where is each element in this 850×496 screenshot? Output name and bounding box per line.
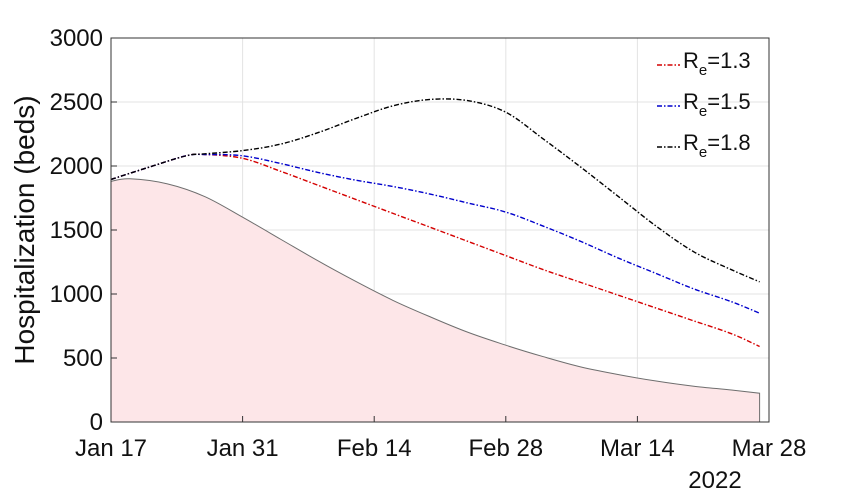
y-tick-label: 1000	[50, 281, 103, 308]
y-tick-label: 0	[90, 409, 103, 436]
x-tick-label: Feb 14	[337, 435, 412, 462]
y-axis-label: Hospitalization (beds)	[9, 95, 40, 364]
legend: Re=1.3 Re=1.5 Re=1.8	[657, 48, 751, 161]
x-tick-label: Feb 28	[468, 435, 543, 462]
y-tick-label: 500	[63, 345, 103, 372]
series-lines	[110, 98, 760, 348]
series-line-3	[110, 98, 760, 283]
x-tick-label: Jan 17	[75, 435, 147, 462]
legend-label: Re=1.5	[683, 89, 751, 120]
y-tick-label: 2500	[50, 89, 103, 116]
hospitalization-area	[111, 178, 760, 422]
x-tick-label: Mar 28	[732, 435, 807, 462]
y-axis: 0 500 1000 1500 2000 2500 3000	[50, 25, 117, 436]
legend-label: Re=1.3	[683, 48, 751, 79]
x-tick-label: Mar 14	[600, 435, 675, 462]
legend-label: Re=1.8	[683, 130, 751, 161]
y-tick-label: 1500	[50, 217, 103, 244]
year-label: 2022	[688, 467, 741, 494]
y-tick-label: 2000	[50, 153, 103, 180]
area-edge	[110, 178, 761, 422]
x-tick-label: Jan 31	[207, 435, 279, 462]
x-axis: Jan 17 Jan 31 Feb 14 Feb 28 Mar 14 Mar 28	[75, 416, 806, 462]
y-tick-label: 3000	[50, 25, 103, 52]
